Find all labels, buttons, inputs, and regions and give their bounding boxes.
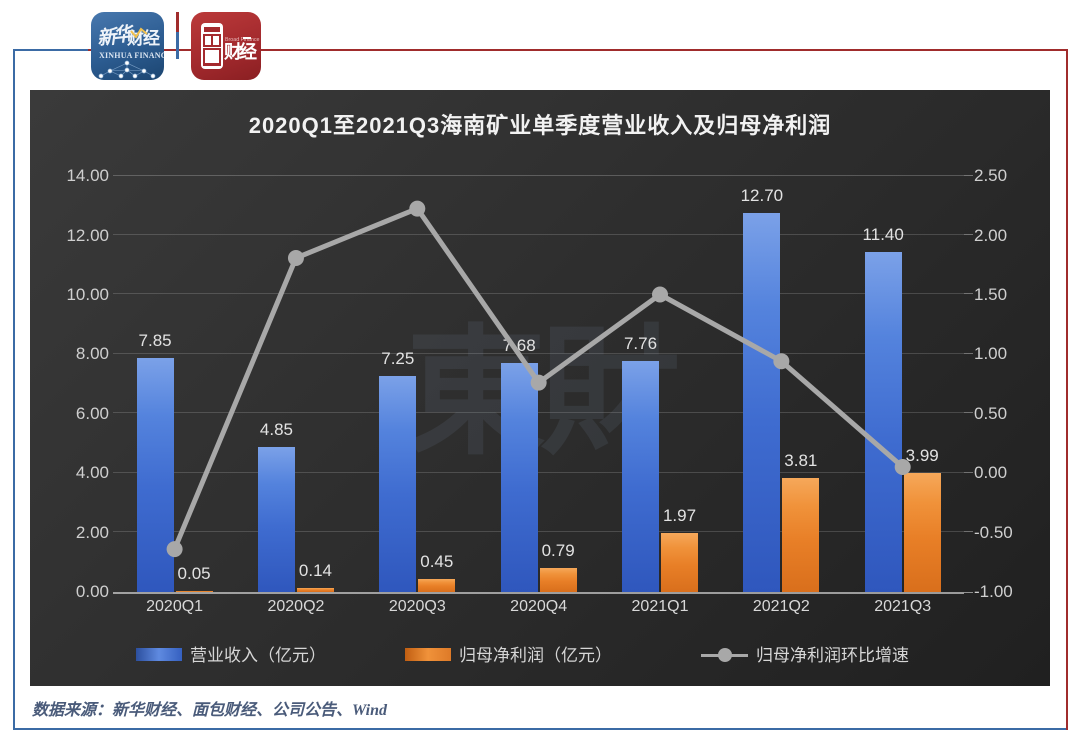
svg-text:财: 财: [126, 28, 144, 48]
svg-text:经: 经: [239, 41, 257, 62]
svg-text:经: 经: [143, 28, 160, 48]
svg-text:XINHUA FINANCE: XINHUA FINANCE: [99, 51, 164, 60]
